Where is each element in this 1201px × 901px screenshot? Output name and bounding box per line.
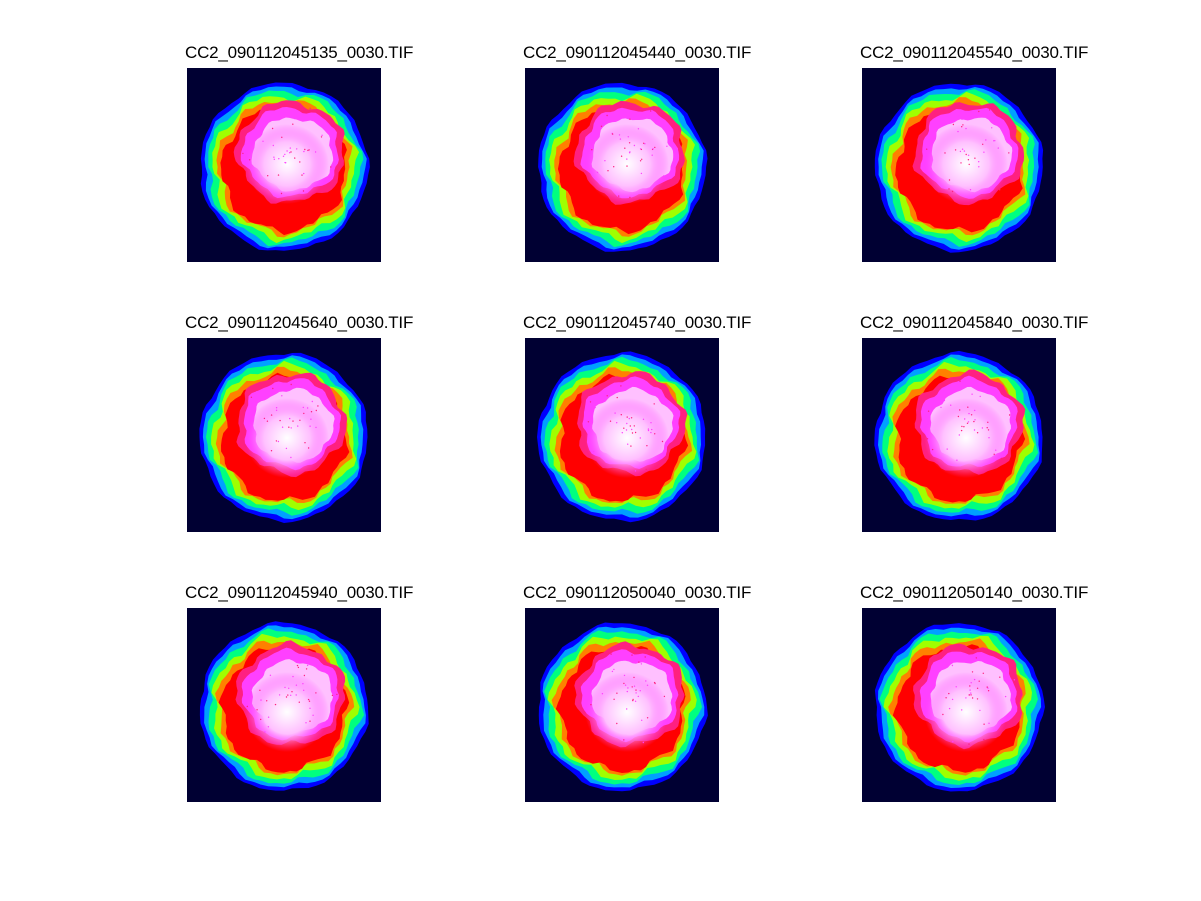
panel-title: CC2_090112045440_0030.TIF: [523, 43, 752, 62]
thermal-image: [525, 608, 719, 802]
image-panel-8: CC2_090112050040_0030.TIF: [523, 583, 751, 802]
panel-title: CC2_090112045940_0030.TIF: [185, 583, 414, 602]
thermal-image: [187, 338, 381, 532]
image-panel-1: CC2_090112045135_0030.TIF: [185, 43, 413, 262]
image-panel-4: CC2_090112045640_0030.TIF: [185, 313, 413, 532]
thermal-image: [862, 68, 1056, 262]
thermal-image: [862, 338, 1056, 532]
image-panel-6: CC2_090112045840_0030.TIF: [860, 313, 1088, 532]
panel-title: CC2_090112050140_0030.TIF: [860, 583, 1089, 602]
thermal-image: [187, 68, 381, 262]
panel-title: CC2_090112045740_0030.TIF: [523, 313, 752, 332]
panel-title: CC2_090112045840_0030.TIF: [860, 313, 1089, 332]
panel-title: CC2_090112045540_0030.TIF: [860, 43, 1089, 62]
thermal-image: [187, 608, 381, 802]
image-panel-3: CC2_090112045540_0030.TIF: [860, 43, 1088, 262]
thermal-image: [525, 68, 719, 262]
image-panel-7: CC2_090112045940_0030.TIF: [185, 583, 413, 802]
panel-title: CC2_090112050040_0030.TIF: [523, 583, 752, 602]
panel-title: CC2_090112045135_0030.TIF: [185, 43, 414, 62]
thermal-image: [862, 608, 1056, 802]
image-panel-5: CC2_090112045740_0030.TIF: [523, 313, 751, 532]
image-panel-9: CC2_090112050140_0030.TIF: [860, 583, 1088, 802]
image-panel-2: CC2_090112045440_0030.TIF: [523, 43, 751, 262]
thermal-image: [525, 338, 719, 532]
panel-title: CC2_090112045640_0030.TIF: [185, 313, 414, 332]
